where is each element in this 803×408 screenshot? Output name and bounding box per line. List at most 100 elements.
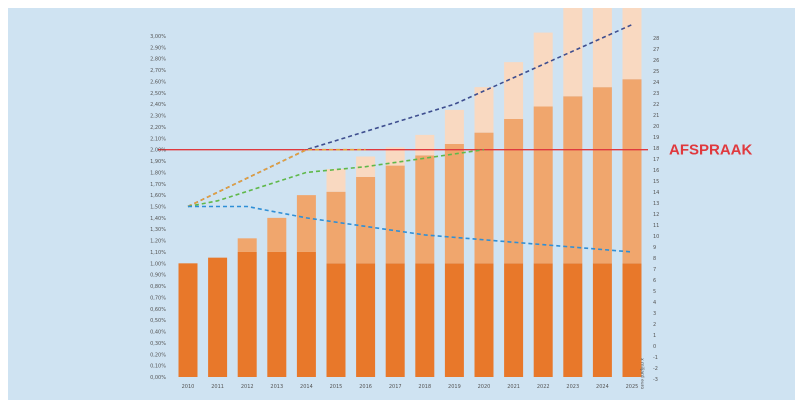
bar-segment — [267, 217, 287, 252]
y2-tick-label: 16 — [653, 168, 659, 174]
x-tick-label: 2019 — [448, 384, 461, 390]
y-axis-ticks: 0,00% 0,10% 0,20% 0,30% 0,40% 0,50% 0,60% 0,70%… — [150, 34, 166, 381]
bar-segment — [622, 263, 642, 377]
y2-tick-label: 25 — [653, 69, 659, 75]
y-tick-label: 2,70% — [150, 68, 166, 74]
bar-segment — [533, 263, 553, 377]
y2-tick-label: 28 — [653, 36, 659, 42]
bar-segment — [444, 143, 464, 264]
y-tick-label: 2,10% — [150, 136, 166, 142]
y-tick-label: 0,40% — [150, 330, 166, 336]
bar-segment — [504, 118, 524, 264]
y2-tick-label: 18 — [653, 146, 659, 152]
bar-segment — [296, 195, 316, 252]
y2-tick-label: 26 — [653, 58, 659, 64]
bar-segment — [267, 251, 287, 377]
bar-segment — [563, 8, 583, 97]
bar-segment — [326, 263, 346, 377]
bar-segment — [326, 191, 346, 264]
y-tick-label: 2,50% — [150, 91, 166, 97]
y2-tick-label: 24 — [653, 80, 659, 86]
bar-segment — [504, 263, 524, 377]
y-tick-label: 2,00% — [150, 148, 166, 154]
y-tick-label: 1,60% — [150, 193, 166, 199]
y-tick-label: 2,80% — [150, 57, 166, 63]
y-tick-label: 0,00% — [150, 375, 166, 381]
y-tick-label: 1,90% — [150, 159, 166, 165]
y2-tick-label: 23 — [653, 91, 659, 97]
bar-segment — [474, 263, 494, 377]
y2-tick-label: 11 — [653, 223, 659, 229]
y2-tick-label: 10 — [653, 234, 659, 240]
bar-segment — [444, 109, 464, 144]
x-tick-label: 2024 — [596, 384, 609, 390]
bar-segment — [474, 132, 494, 264]
bar-segment — [237, 251, 257, 377]
y-tick-label: 1,30% — [150, 227, 166, 233]
y2-tick-label: 17 — [653, 157, 659, 163]
x-tick-label: 2012 — [241, 384, 254, 390]
x-tick-label: 2018 — [418, 384, 431, 390]
x-tick-label: 2023 — [566, 384, 579, 390]
series-line — [188, 205, 633, 253]
x-tick-label: 2016 — [359, 384, 372, 390]
y2-tick-label: 21 — [653, 113, 659, 119]
bar-segment — [385, 165, 405, 264]
bar-segment — [504, 62, 524, 119]
bar-segment — [592, 8, 612, 88]
y2-tick-label: -2 — [653, 366, 658, 372]
y2-tick-label: -3 — [653, 377, 658, 383]
secondary-axis-ticks: 2827262524232221201918171615141312111098… — [653, 36, 659, 383]
y2-tick-label: -1 — [653, 355, 658, 361]
bar-segment — [356, 263, 376, 377]
chart-panel: 0,00% 0,10% 0,20% 0,30% 0,40% 0,50% 0,60% 0,70%… — [8, 8, 795, 400]
y-tick-label: 1,50% — [150, 205, 166, 211]
x-tick-label: 2020 — [478, 384, 491, 390]
y-tick-label: 2,20% — [150, 125, 166, 131]
y-tick-label: 0,60% — [150, 307, 166, 313]
y2-tick-label: 0 — [653, 344, 656, 350]
x-tick-label: 2025 — [626, 384, 639, 390]
bar-segment — [296, 251, 316, 377]
bar-segment — [474, 87, 494, 133]
bar-segment — [208, 257, 228, 377]
y-tick-label: 1,20% — [150, 239, 166, 245]
series-line — [187, 148, 366, 208]
y2-tick-label: 12 — [653, 212, 659, 218]
y-tick-label: 2,40% — [150, 102, 166, 108]
bar-segment — [622, 8, 642, 80]
bar-segment — [326, 168, 346, 192]
y2-tick-label: 20 — [653, 124, 659, 130]
y2-tick-label: 9 — [653, 245, 656, 251]
y-tick-label: 1,80% — [150, 170, 166, 176]
y2-tick-label: 7 — [653, 267, 656, 273]
y-tick-label: 2,30% — [150, 114, 166, 120]
x-tick-label: 2015 — [330, 384, 343, 390]
bar-segment — [415, 263, 435, 377]
y2-tick-label: 15 — [653, 179, 659, 185]
x-tick-label: 2017 — [389, 384, 402, 390]
y-tick-label: 0,70% — [150, 295, 166, 301]
y-tick-label: 0,80% — [150, 284, 166, 290]
y-tick-label: 1,00% — [150, 261, 166, 267]
bar-segment — [533, 32, 553, 107]
y-tick-label: 2,90% — [150, 45, 166, 51]
y-tick-label: 1,40% — [150, 216, 166, 222]
y2-tick-label: 5 — [653, 289, 656, 295]
x-tick-label: 2014 — [300, 384, 313, 390]
y-tick-label: 0,30% — [150, 341, 166, 347]
y2-tick-label: 1 — [653, 333, 656, 339]
y-tick-label: 0,90% — [150, 273, 166, 279]
y2-tick-label: 14 — [653, 190, 659, 196]
y2-tick-label: 4 — [653, 300, 656, 306]
x-tick-label: 2010 — [182, 384, 195, 390]
y2-tick-label: 27 — [653, 47, 659, 53]
secondary-axis-label: x miljard euro — [639, 358, 645, 389]
x-axis-ticks: 2010 2011 2012 2013 2014 2015 2016 2017 2018 2019… — [182, 384, 639, 390]
bar-segment — [415, 134, 435, 156]
bar-segment — [178, 263, 198, 377]
bar-segment — [385, 263, 405, 377]
y2-tick-label: 8 — [653, 256, 656, 262]
bar-segment — [237, 238, 257, 252]
bar-segment — [444, 263, 464, 377]
